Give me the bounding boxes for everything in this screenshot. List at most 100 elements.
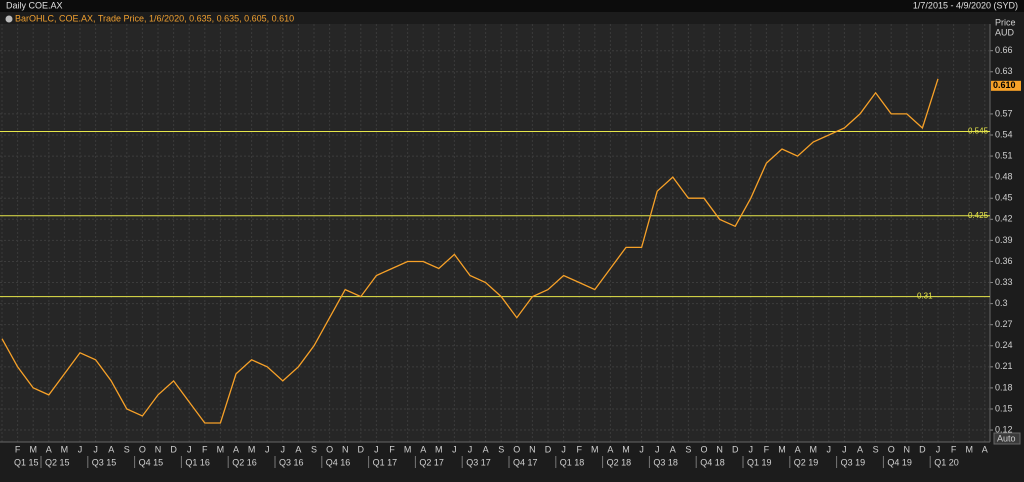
quarter-label: Q3 17 [466,457,491,467]
y-tick-label: 0.45 [995,193,1013,203]
legend-text: BarOHLC, COE.AX, Trade Price, 1/6/2020, … [15,13,294,23]
x-tick-label: M [404,444,412,454]
x-tick-label: M [965,444,973,454]
auto-button[interactable] [993,432,1021,445]
x-tick-label: A [670,444,676,454]
x-tick-label: A [607,444,613,454]
x-tick-label: A [46,444,52,454]
y-tick-label: 0.24 [995,340,1013,350]
quarter-label: Q3 15 [92,457,117,467]
y-tick-label: 0.57 [995,108,1013,118]
y-tick-label: 0.12 [995,424,1013,434]
x-tick-label: O [139,444,146,454]
quarter-label: Q4 19 [887,457,912,467]
x-tick-label: M [61,444,69,454]
quarter-label: Q1 17 [373,457,398,467]
x-tick-label: J [374,444,379,454]
quarter-label: Q4 18 [700,457,725,467]
x-tick-label: S [311,444,317,454]
y-tick-label: 0.48 [995,172,1013,182]
x-tick-label: D [170,444,177,454]
x-tick-label: M [591,444,599,454]
x-tick-label: M [29,444,37,454]
y-axis-title: Price [995,17,1016,27]
x-tick-label: S [124,444,130,454]
x-tick-label: D [732,444,739,454]
x-tick-label: D [545,444,552,454]
quarter-label: Q4 15 [139,457,164,467]
x-tick-label: A [483,444,489,454]
x-tick-label: M [622,444,630,454]
quarter-label: Q4 16 [326,457,351,467]
y-tick-label: 0.27 [995,319,1013,329]
x-tick-label: J [655,444,660,454]
y-tick-label: 0.42 [995,214,1013,224]
x-tick-label: D [358,444,365,454]
x-tick-label: J [639,444,644,454]
x-tick-label: A [795,444,801,454]
x-tick-label: A [233,444,239,454]
x-tick-label: M [809,444,817,454]
x-tick-label: F [389,444,395,454]
x-tick-label: M [778,444,786,454]
reference-label: 0.425 [968,211,989,220]
quarter-label: Q4 17 [513,457,538,467]
x-tick-label: A [420,444,426,454]
x-tick-label: M [217,444,225,454]
x-tick-label: F [951,444,957,454]
quarter-label: Q3 16 [279,457,304,467]
y-tick-label: 0.63 [995,66,1013,76]
reference-label: 0.545 [968,127,989,136]
x-tick-label: S [498,444,504,454]
quarter-label: Q2 17 [419,457,444,467]
quarter-label: Q1 19 [747,457,772,467]
header-bar [0,0,1024,12]
x-tick-label: J [468,444,473,454]
quarter-label: Q2 16 [232,457,257,467]
quarter-label: Q1 20 [934,457,959,467]
x-tick-label: J [265,444,270,454]
x-tick-label: A [857,444,863,454]
quarter-label: Q1 16 [185,457,210,467]
y-tick-label: 0.54 [995,129,1013,139]
x-tick-label: O [888,444,895,454]
x-tick-label: N [342,444,349,454]
last-price-label: 0.610 [993,80,1016,90]
x-tick-label: F [576,444,582,454]
quarter-label: Q3 19 [841,457,866,467]
x-tick-label: J [936,444,941,454]
x-tick-label: J [93,444,98,454]
x-tick-label: D [919,444,926,454]
x-tick-label: M [435,444,443,454]
legend-icon[interactable] [5,15,13,23]
x-tick-label: J [827,444,832,454]
y-tick-label: 0.66 [995,45,1013,55]
quarter-label: Q2 19 [794,457,819,467]
quarter-label: Q2 18 [607,457,632,467]
reference-label: 0.31 [917,292,933,301]
auto-label: Auto [997,433,1016,443]
x-tick-label: N [155,444,162,454]
x-tick-label: J [452,444,457,454]
quarter-label: Q1 18 [560,457,585,467]
quarter-label: Q1 15 [14,457,39,467]
x-tick-label: F [15,444,21,454]
chart-title: Daily COE.AX [6,0,63,10]
y-tick-label: 0.21 [995,361,1013,371]
quarter-label: Q3 18 [653,457,678,467]
x-tick-label: A [108,444,114,454]
x-tick-label: F [202,444,208,454]
x-tick-label: O [326,444,333,454]
y-tick-label: 0.39 [995,235,1013,245]
quarter-label: Q2 15 [45,457,70,467]
y-tick-label: 0.33 [995,277,1013,287]
y-axis-unit: AUD [995,27,1015,37]
x-tick-label: J [749,444,754,454]
x-tick-label: N [716,444,723,454]
x-tick-label: M [248,444,256,454]
x-tick-label: S [873,444,879,454]
x-tick-label: F [764,444,770,454]
y-tick-label: 0.51 [995,150,1013,160]
